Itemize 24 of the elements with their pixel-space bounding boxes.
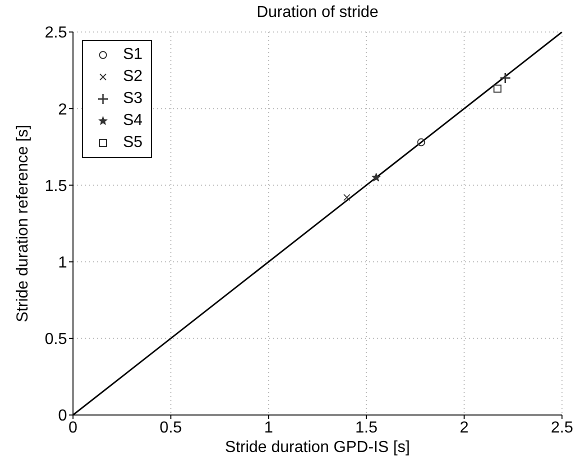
y-tick-label: 0: [58, 408, 68, 425]
x-axis-title: Stride duration GPD-IS [s]: [225, 439, 410, 456]
point: [500, 72, 512, 84]
chart-title: Duration of stride: [256, 4, 380, 22]
point: [372, 172, 381, 182]
y-tick-label: 0.5: [44, 331, 68, 348]
x-tick-label: 2.5: [550, 419, 574, 436]
legend-label: S5: [123, 134, 143, 152]
point: [493, 84, 502, 93]
legend-label: S4: [123, 112, 143, 130]
x-tick-label: 1.5: [355, 419, 378, 436]
x-tick-label: 0.5: [160, 419, 182, 436]
point: [343, 194, 350, 201]
legend-label: S2: [123, 68, 143, 86]
y-tick-label: 1: [58, 254, 68, 272]
x-tick-label: 1: [264, 419, 274, 436]
y-tick-label: 2.5: [44, 24, 68, 42]
y-axis-title: Stride duration reference [s]: [14, 124, 32, 322]
y-tick-label: 2: [58, 101, 68, 118]
x-tick-label: 2: [460, 419, 469, 436]
legend-label: S1: [123, 46, 143, 64]
legend-label: S3: [123, 90, 143, 108]
y-tick-label: 1.5: [44, 178, 68, 195]
point: [417, 138, 426, 146]
